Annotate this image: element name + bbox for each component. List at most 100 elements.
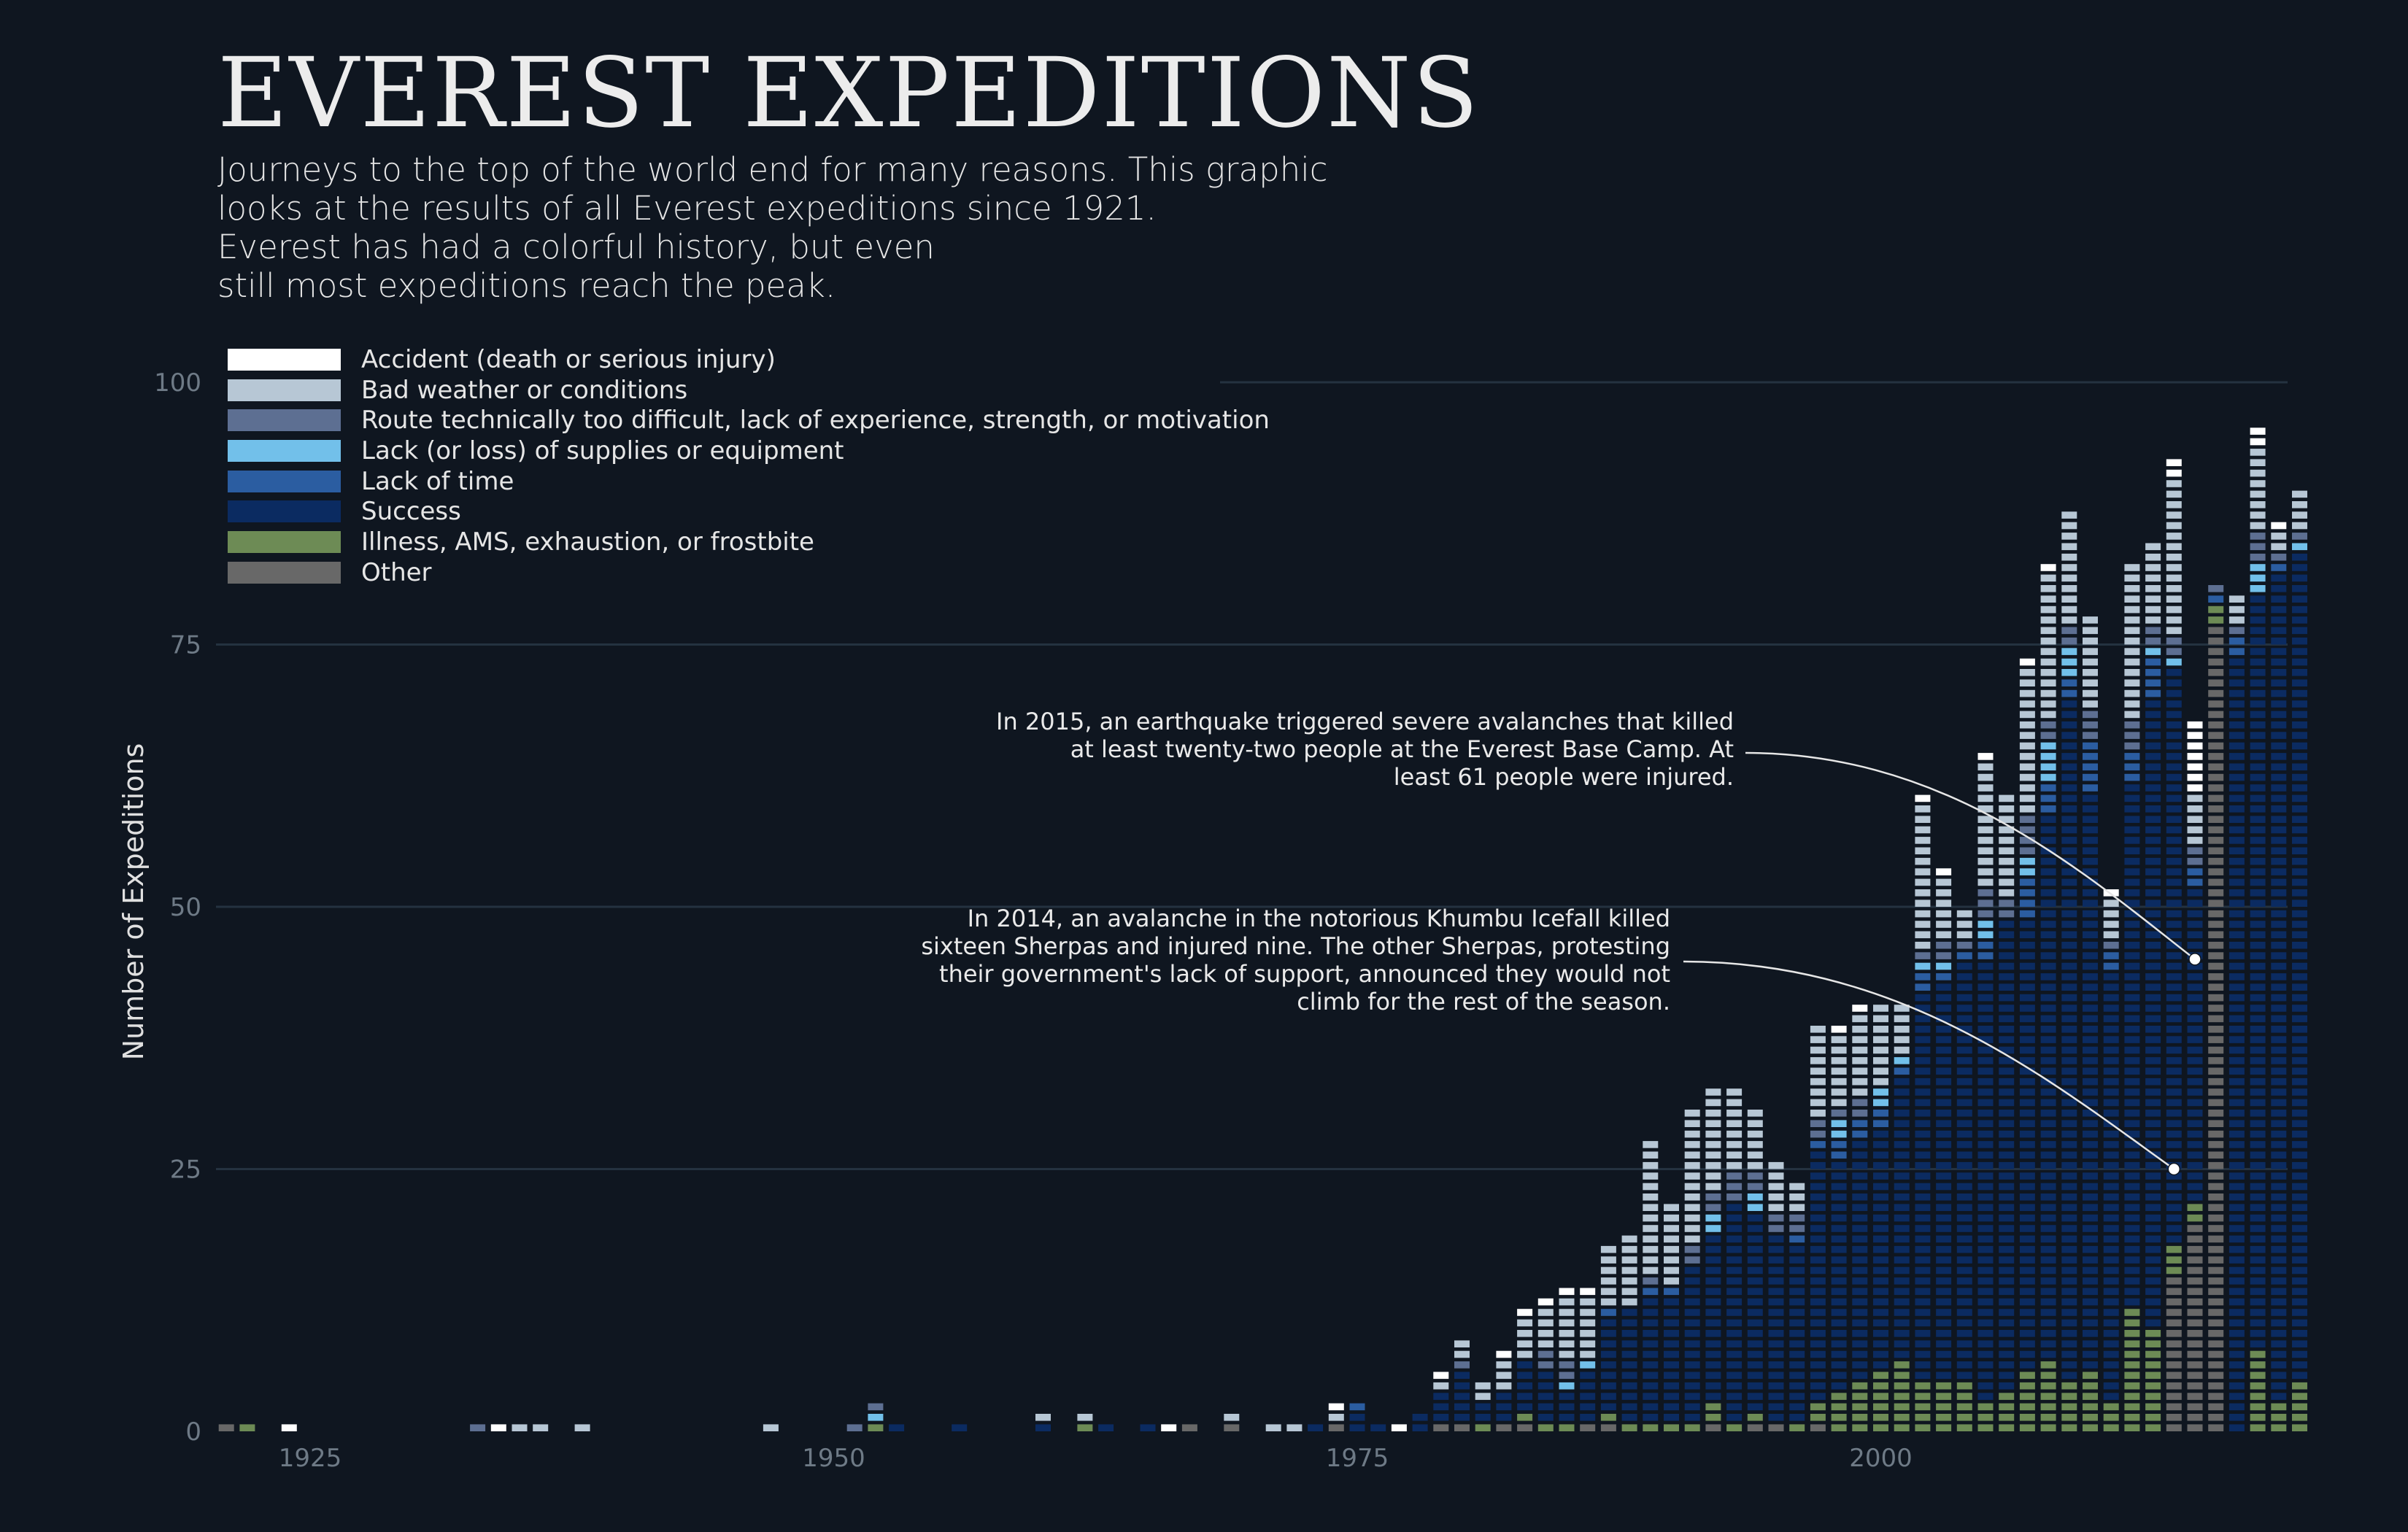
block-success xyxy=(2271,689,2287,697)
block-success xyxy=(2228,1130,2245,1138)
block-success xyxy=(1852,1151,1868,1159)
block-accident xyxy=(2250,438,2266,446)
block-route xyxy=(2166,648,2182,655)
block-success xyxy=(2061,794,2077,802)
block-success xyxy=(1747,1245,1763,1253)
block-success xyxy=(2083,1046,2098,1054)
block-success xyxy=(2083,1235,2098,1243)
block-other xyxy=(2208,1130,2224,1138)
block-illness xyxy=(2292,1403,2307,1411)
block-success xyxy=(2292,952,2307,959)
block-other xyxy=(2208,648,2224,655)
block-time xyxy=(1643,1288,1659,1296)
block-route xyxy=(1705,1204,1721,1211)
block-success xyxy=(1705,1277,1721,1285)
block-success xyxy=(2166,1099,2182,1107)
block-time xyxy=(2187,868,2203,875)
block-success xyxy=(2145,773,2161,781)
block-success xyxy=(1936,994,1952,1002)
block-success xyxy=(2250,742,2266,750)
block-weather xyxy=(1852,1067,1868,1075)
bar-2019 xyxy=(2271,522,2287,1431)
block-other xyxy=(2208,931,2224,939)
block-success xyxy=(1936,1350,1952,1358)
block-success xyxy=(1747,1288,1763,1296)
block-success xyxy=(1726,1235,1743,1243)
block-success xyxy=(2271,606,2287,614)
block-illness xyxy=(2292,1393,2307,1400)
block-success xyxy=(1915,1015,1931,1023)
block-weather xyxy=(1789,1204,1805,1211)
block-success xyxy=(2083,931,2098,939)
block-success xyxy=(2040,1288,2056,1296)
block-success xyxy=(1621,1309,1637,1316)
block-success xyxy=(1999,1330,2015,1337)
block-success xyxy=(2250,794,2266,802)
block-success xyxy=(2250,1067,2266,1075)
block-other xyxy=(2187,1288,2203,1296)
block-success xyxy=(2083,1141,2098,1148)
block-success xyxy=(2124,847,2140,855)
y-tick-label: 75 xyxy=(170,631,201,660)
block-success xyxy=(1810,1298,1826,1306)
block-weather xyxy=(2019,753,2035,760)
block-success xyxy=(2083,1194,2098,1201)
block-success xyxy=(1789,1256,1805,1264)
block-success xyxy=(1705,1350,1721,1358)
block-weather xyxy=(1936,900,1952,907)
block-success xyxy=(2250,805,2266,813)
block-success xyxy=(2083,1361,2098,1369)
block-weather xyxy=(1810,1110,1826,1117)
block-other xyxy=(2208,763,2224,771)
bar-1936 xyxy=(533,1424,549,1431)
y-tick-label: 100 xyxy=(154,368,201,398)
block-success xyxy=(2124,816,2140,823)
block-success xyxy=(2166,962,2182,970)
block-other xyxy=(1705,1424,1721,1431)
block-success xyxy=(2019,1298,2035,1306)
block-success xyxy=(2040,1057,2056,1064)
block-success xyxy=(2040,1005,2056,1012)
block-success xyxy=(2124,1204,2140,1211)
block-weather xyxy=(2166,574,2182,582)
block-weather xyxy=(1915,805,1931,813)
block-success xyxy=(2228,1340,2245,1347)
block-route xyxy=(1810,1120,1826,1127)
block-weather xyxy=(1956,921,1972,928)
bar-1978 xyxy=(1412,1414,1428,1431)
block-success xyxy=(1580,1403,1596,1411)
block-weather xyxy=(2145,595,2161,603)
block-success xyxy=(2250,1214,2266,1222)
block-weather xyxy=(2166,595,2182,603)
block-success xyxy=(2271,1057,2287,1064)
block-success xyxy=(2271,700,2287,708)
block-success xyxy=(1768,1266,1784,1274)
block-success xyxy=(2250,1204,2266,1211)
block-weather xyxy=(2292,522,2307,530)
block-illness xyxy=(1936,1414,1952,1421)
block-success xyxy=(2292,732,2307,739)
block-success xyxy=(2250,973,2266,980)
block-route xyxy=(1936,952,1952,959)
block-illness xyxy=(2145,1361,2161,1369)
block-illness xyxy=(1873,1393,1888,1400)
bar-1987 xyxy=(1600,1245,1616,1431)
block-success xyxy=(2271,1309,2287,1316)
block-success xyxy=(1643,1403,1659,1411)
block-success xyxy=(1852,1204,1868,1211)
block-illness xyxy=(1999,1393,2015,1400)
block-success xyxy=(2228,983,2245,991)
block-success xyxy=(2083,1036,2098,1043)
block-route xyxy=(1999,910,2015,918)
block-illness xyxy=(1936,1382,1952,1390)
block-other xyxy=(2208,941,2224,949)
block-other xyxy=(2208,857,2224,865)
block-success xyxy=(2145,1110,2161,1117)
block-success xyxy=(2124,784,2140,792)
block-route xyxy=(1747,1183,1763,1191)
block-success xyxy=(2103,1298,2119,1306)
bar-2003 xyxy=(1936,868,1952,1431)
block-success xyxy=(2292,1266,2307,1274)
block-weather xyxy=(1999,816,2015,823)
block-illness xyxy=(1894,1403,1910,1411)
